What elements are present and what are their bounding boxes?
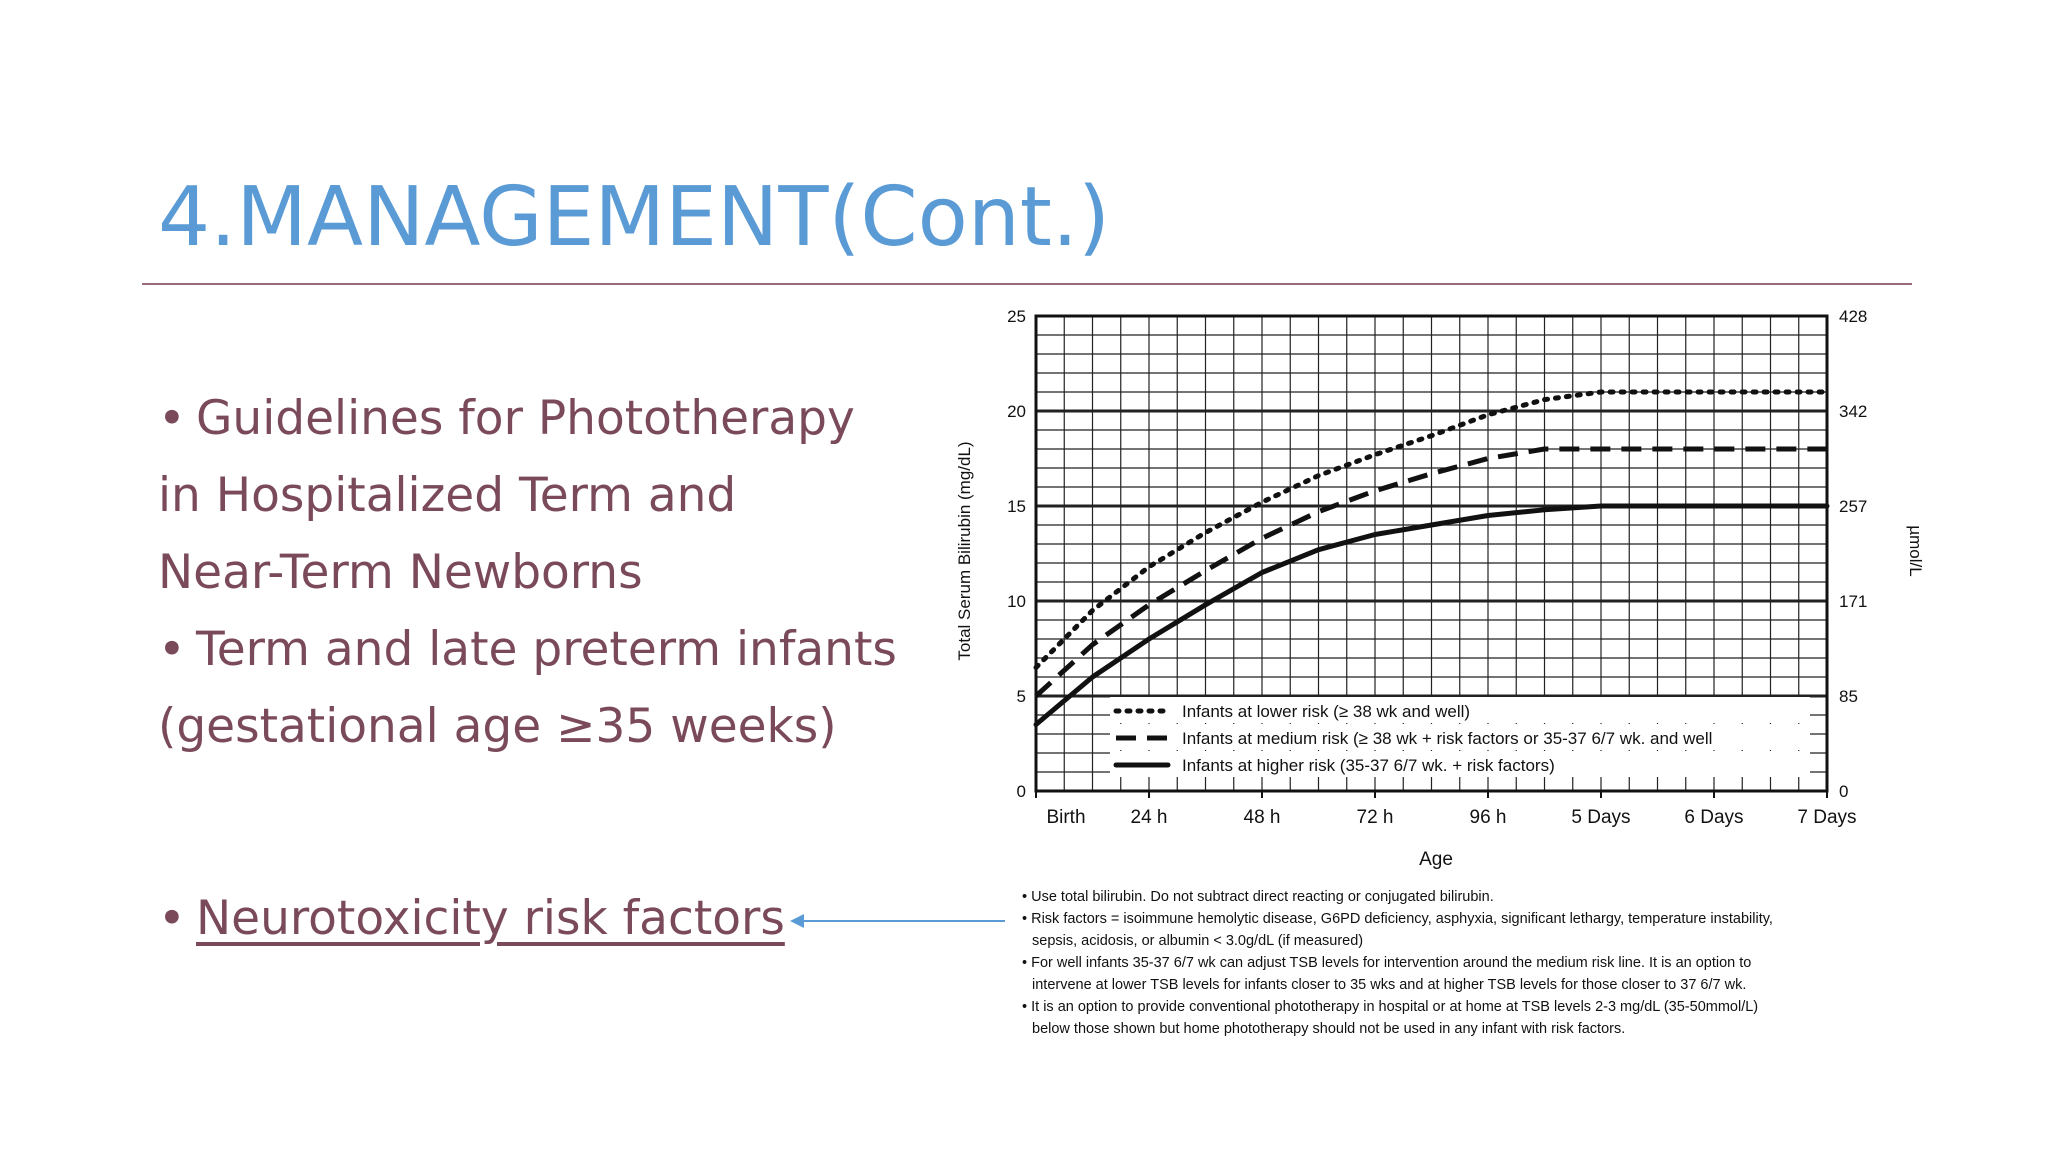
legend-bg: [1110, 697, 1810, 723]
series-line-solid: [1033, 503, 1830, 727]
bullet-text: Guidelines for Phototherapy: [196, 391, 855, 446]
legend-bg: [1110, 751, 1810, 777]
y2-tick-label: 85: [1839, 687, 1858, 706]
bullet-list: • Guidelines for Phototherapy in Hospital…: [158, 380, 897, 765]
x-axis-label: Age: [1419, 849, 1453, 870]
x-tick-label: 5 Days: [1571, 807, 1630, 828]
plot-border: [1034, 314, 1829, 793]
phototherapy-chart: Infants at lower risk (≥ 38 wk and well)…: [955, 307, 1925, 870]
chart-note: sepsis, acidosis, or albumin < 3.0g/dL (…: [1032, 933, 1364, 949]
legend-bg: [1110, 724, 1810, 750]
legend-label: Infants at lower risk (≥ 38 wk and well): [1182, 702, 1470, 721]
bullet-line: • Guidelines for Phototherapy: [158, 380, 878, 457]
risk-factors-item: • Neurotoxicity risk factors: [158, 880, 785, 957]
bullet-text: in Hospitalized Term and: [158, 468, 737, 523]
legend-label: Infants at medium risk (≥ 38 wk + risk f…: [1182, 729, 1712, 748]
x-tick-label: 96 h: [1470, 807, 1507, 828]
x-tick-label: 6 Days: [1684, 807, 1743, 828]
chart-note: • Use total bilirubin. Do not subtract d…: [1022, 889, 1494, 905]
x-tick-label: Birth: [1046, 807, 1085, 828]
bullet-text: (gestational age ≥35 weeks): [158, 699, 837, 754]
bullet-text: Term and late preterm infants: [196, 622, 897, 677]
chart-legend: Infants at lower risk (≥ 38 wk and well)…: [1110, 697, 1810, 777]
y2-tick-label: 342: [1839, 402, 1867, 421]
x-tick-label: 72 h: [1357, 807, 1394, 828]
y-axis-label: Total Serum Bilirubin (mg/dL): [955, 441, 974, 660]
bullet-line: in Hospitalized Term and: [158, 457, 878, 534]
legend-label: Infants at higher risk (35-37 6/7 wk. + …: [1182, 756, 1555, 775]
bullet-dot: •: [158, 891, 186, 946]
y2-tick-label: 171: [1839, 592, 1867, 611]
chart-note: • For well infants 35-37 6/7 wk can adju…: [1022, 955, 1752, 971]
slide-title: 4.MANAGEMENT(Cont.): [158, 170, 1111, 265]
y-tick-label: 5: [1017, 687, 1026, 706]
y-tick-label: 25: [1007, 307, 1026, 326]
y2-tick-label: 0: [1839, 782, 1848, 801]
y-tick-label: 10: [1007, 592, 1026, 611]
x-tick-label: 48 h: [1244, 807, 1281, 828]
bullet-dot: •: [158, 622, 186, 677]
x-tick-label: 24 h: [1131, 807, 1168, 828]
bullet-text: Near-Term Newborns: [158, 545, 643, 600]
chart-notes: • Use total bilirubin. Do not subtract d…: [1022, 886, 1902, 1040]
y2-axis-label: µmol/L: [1906, 525, 1925, 576]
y2-tick-label: 257: [1839, 497, 1867, 516]
title-divider: [142, 283, 1912, 285]
bullet-line: • Term and late preterm infants: [158, 611, 897, 688]
x-tick-label: 7 Days: [1797, 807, 1856, 828]
chart-ticks: Birth 24 h 48 h 72 h 96 h 5 Days 6 Days 7 Days 0…: [1007, 307, 1867, 828]
bullet-line: Near-Term Newborns: [158, 534, 878, 611]
chart-note: below those shown but home phototherapy …: [1032, 1021, 1626, 1037]
left-arrow-icon: [790, 914, 1005, 928]
series-line-dashed: [1034, 446, 1827, 698]
series-line-dotted: [1033, 389, 1830, 670]
chart-series: [1033, 389, 1830, 727]
chart-note: • Risk factors = isoimmune hemolytic dis…: [1022, 911, 1773, 927]
y2-tick-label: 428: [1839, 307, 1867, 326]
chart-note: intervene at lower TSB levels for infant…: [1032, 977, 1747, 993]
y-tick-label: 20: [1007, 402, 1026, 421]
chart-note: • It is an option to provide conventiona…: [1022, 999, 1759, 1015]
bullet-line: (gestational age ≥35 weeks): [158, 688, 878, 765]
neurotoxicity-link[interactable]: Neurotoxicity risk factors: [196, 891, 785, 946]
y-tick-label: 0: [1017, 782, 1026, 801]
y-tick-label: 15: [1007, 497, 1026, 516]
bullet-dot: •: [158, 391, 186, 446]
